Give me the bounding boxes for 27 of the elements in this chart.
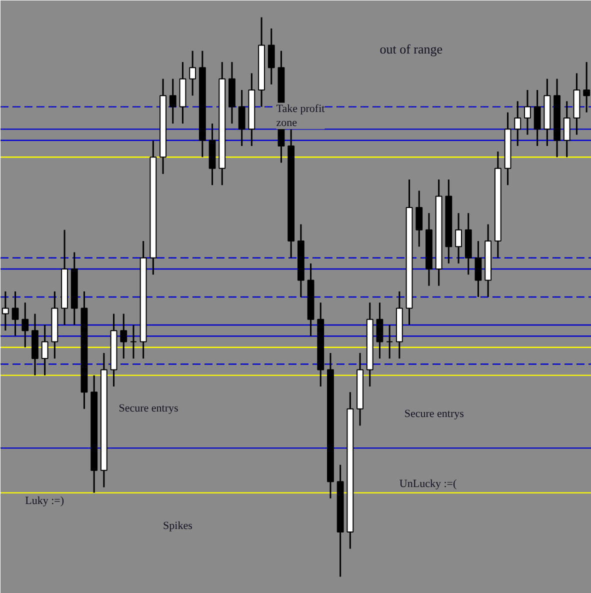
candlestick [583,61,590,114]
candlestick [189,50,196,96]
candlestick [238,89,246,147]
candlestick [474,240,482,298]
candlestick [268,28,275,86]
annotation: Secure entrys [118,402,178,414]
candlestick [455,212,462,264]
candlestick [12,290,19,337]
annotation: UnLucky :=( [399,478,457,490]
candlestick [416,190,423,248]
annotation: Secure entrys [404,408,464,420]
annotation: Spikes [163,520,192,532]
candlestick [130,324,137,360]
annotation: Take profit zone [276,102,325,130]
candlestick [534,89,541,147]
candlestick [41,324,48,376]
candlestick [120,313,128,360]
annotation: out of range [380,41,443,56]
candlestick [563,100,570,158]
annotation: Luky :=) [25,494,64,507]
candlestick [169,78,176,124]
candlestick [376,302,384,360]
candlestick [2,290,9,332]
candlestick [524,89,531,136]
candlestick [514,100,522,147]
candlestick [386,324,394,360]
candlestick [22,302,29,348]
